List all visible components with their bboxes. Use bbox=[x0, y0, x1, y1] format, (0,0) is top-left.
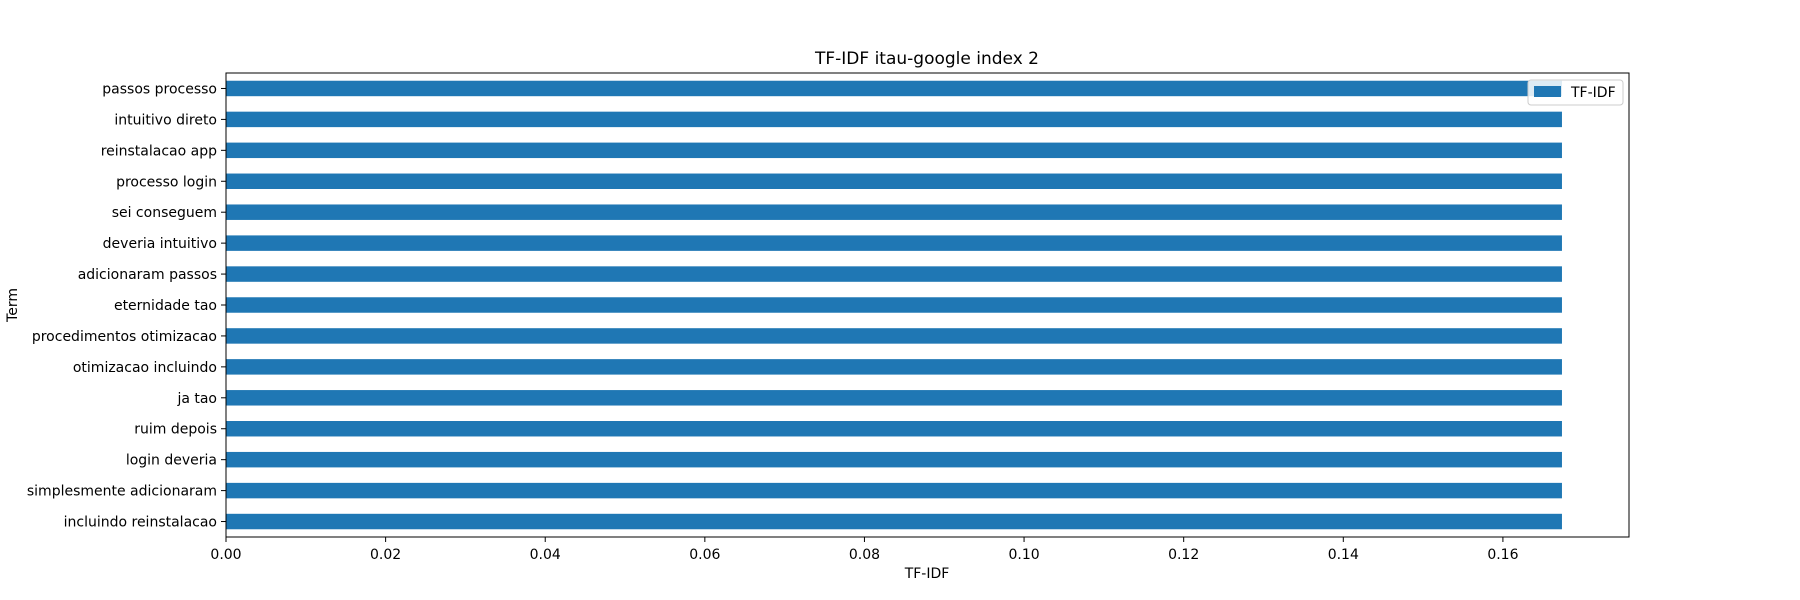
bar-2 bbox=[226, 111, 1562, 128]
x-tick-label: 0.06 bbox=[689, 547, 720, 563]
y-tick-label: ruim depois bbox=[134, 422, 217, 438]
bars-layer bbox=[226, 80, 1562, 530]
x-axis-label: TF-IDF bbox=[904, 566, 950, 582]
chart-title: TF-IDF itau-google index 2 bbox=[814, 49, 1039, 69]
x-tick-label: 0.12 bbox=[1168, 547, 1199, 563]
bar-9 bbox=[226, 328, 1562, 344]
y-tick-label: procedimentos otimizacao bbox=[32, 329, 217, 345]
y-tick-label: intuitivo direto bbox=[114, 112, 217, 128]
x-tick-label: 0.04 bbox=[530, 547, 561, 563]
y-tick-label: eternidade tao bbox=[114, 298, 217, 314]
y-tick-label: deveria intuitivo bbox=[103, 236, 217, 252]
bar-12 bbox=[226, 421, 1562, 437]
bar-1 bbox=[226, 80, 1562, 97]
bar-13 bbox=[226, 451, 1562, 468]
y-axis: passos processo intuitivo direto reinstala… bbox=[27, 81, 226, 531]
y-tick-label: simplesmente adicionaram bbox=[27, 484, 217, 500]
y-tick-label: otimizacao incluindo bbox=[73, 360, 217, 376]
bar-3 bbox=[226, 142, 1562, 159]
bar-14 bbox=[226, 482, 1562, 499]
x-axis: 0.00 0.02 0.04 0.06 0.08 0.10 0.12 0.14 0.16 bbox=[210, 537, 1519, 563]
x-tick-label: 0.16 bbox=[1487, 547, 1518, 563]
y-axis-label: Term bbox=[5, 288, 21, 323]
x-tick-label: 0.00 bbox=[210, 547, 241, 563]
legend: TF-IDF bbox=[1527, 79, 1624, 106]
y-tick-label: passos processo bbox=[102, 81, 217, 97]
bar-10 bbox=[226, 359, 1562, 375]
bar-11 bbox=[226, 390, 1562, 406]
y-tick-label: incluindo reinstalacao bbox=[64, 515, 217, 531]
legend-label: TF-IDF bbox=[1570, 85, 1616, 101]
bar-15 bbox=[226, 513, 1562, 530]
y-tick-label: sei conseguem bbox=[112, 205, 217, 221]
x-tick-label: 0.02 bbox=[370, 547, 401, 563]
x-tick-label: 0.10 bbox=[1008, 547, 1039, 563]
x-tick-label: 0.14 bbox=[1328, 547, 1359, 563]
y-tick-label: reinstalacao app bbox=[101, 143, 217, 159]
legend-swatch bbox=[1534, 86, 1561, 97]
bar-5 bbox=[226, 204, 1562, 220]
bar-4 bbox=[226, 173, 1562, 189]
bar-8 bbox=[226, 297, 1562, 313]
bar-7 bbox=[226, 266, 1562, 282]
y-tick-label: adicionaram passos bbox=[78, 267, 217, 283]
y-tick-label: processo login bbox=[116, 174, 217, 190]
y-tick-label: ja tao bbox=[176, 391, 217, 407]
bar-6 bbox=[226, 235, 1562, 251]
y-tick-label: login deveria bbox=[126, 453, 217, 469]
x-tick-label: 0.08 bbox=[849, 547, 880, 563]
